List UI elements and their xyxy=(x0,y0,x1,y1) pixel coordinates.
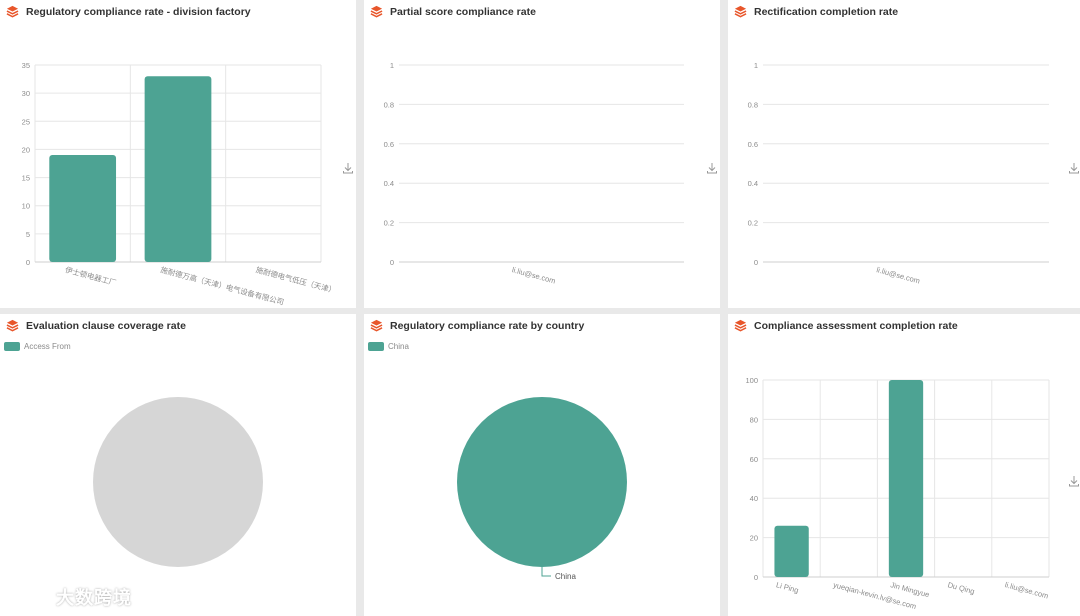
pie-chart: China xyxy=(457,397,627,581)
y-tick-label: 0.2 xyxy=(384,219,394,228)
y-tick-label: 40 xyxy=(750,494,758,503)
panel-title: Regulatory compliance rate - division fa… xyxy=(26,5,251,18)
y-tick-label: 80 xyxy=(750,415,758,424)
chart-legend[interactable]: China xyxy=(368,342,409,351)
y-tick-label: 100 xyxy=(745,376,758,385)
x-tick-label: 伊士顿电器工厂 xyxy=(64,264,118,287)
chart-panel-clause-coverage: Evaluation clause coverage rate Access F… xyxy=(0,314,356,616)
panel-title: Regulatory compliance rate by country xyxy=(390,319,585,332)
download-icon[interactable] xyxy=(706,162,718,174)
legend-label: Access From xyxy=(24,342,71,351)
x-tick-label: li.liu@se.com xyxy=(875,265,921,285)
x-tick-label: li.liu@se.com xyxy=(511,265,557,285)
panel-title: Partial score compliance rate xyxy=(390,5,536,18)
y-tick-label: 0.6 xyxy=(384,140,394,149)
pie-slice-china[interactable] xyxy=(457,397,627,567)
watermark: 大数跨境 xyxy=(6,584,132,610)
download-icon[interactable] xyxy=(1068,475,1080,487)
bar-chart: 0 0.2 0.4 0.6 0.8 1 li.liu@se.com xyxy=(384,61,684,286)
y-tick-label: 5 xyxy=(26,230,30,239)
y-tick-label: 0.2 xyxy=(748,219,758,228)
pie-empty-placeholder xyxy=(93,397,263,567)
stack-logo-icon xyxy=(734,319,747,332)
pie-slice-label: China xyxy=(555,572,576,581)
bar[interactable] xyxy=(888,380,924,577)
y-tick-label: 1 xyxy=(390,61,394,70)
y-tick-label: 0 xyxy=(26,258,30,267)
y-tick-label: 0.8 xyxy=(384,100,394,109)
legend-swatch xyxy=(368,342,384,351)
watermark-text: 大数跨境 xyxy=(56,588,132,608)
y-tick-label: 30 xyxy=(22,89,30,98)
x-tick-label: Li Ping xyxy=(775,580,799,595)
y-tick-label: 15 xyxy=(22,174,30,183)
stack-logo-icon xyxy=(734,5,747,18)
panel-title: Evaluation clause coverage rate xyxy=(26,319,186,332)
y-tick-label: 0.8 xyxy=(748,100,758,109)
y-tick-label: 20 xyxy=(750,534,758,543)
stack-logo-icon xyxy=(370,319,383,332)
y-tick-label: 20 xyxy=(22,145,30,154)
stack-logo-icon xyxy=(6,5,19,18)
bar-chart: 0 0.2 0.4 0.6 0.8 1 li.liu@se.com xyxy=(748,61,1049,286)
x-tick-label: 施耐德电气低压（天津） xyxy=(255,264,337,295)
panel-title: Compliance assessment completion rate xyxy=(754,319,958,332)
y-tick-label: 0 xyxy=(754,258,758,267)
x-tick-label: Du Qing xyxy=(947,580,976,596)
bar[interactable] xyxy=(144,76,212,262)
x-tick-label: li.liu@se.com xyxy=(1004,580,1050,600)
chart-panel-partial-score: Partial score compliance rate 0 0.2 0.4 0.6… xyxy=(364,0,720,308)
bar[interactable] xyxy=(774,525,809,577)
chart-panel-division-factory: Regulatory compliance rate - division fa… xyxy=(0,0,356,308)
pie-chart xyxy=(93,397,263,567)
chart-panel-rectification: Rectification completion rate 0 0.2 0.4 0.6… xyxy=(728,0,1080,308)
y-tick-label: 0 xyxy=(754,573,758,582)
y-tick-label: 0.6 xyxy=(748,140,758,149)
chart-panel-assessment-completion: Compliance assessment completion rate 0 2… xyxy=(728,314,1080,616)
bar[interactable] xyxy=(49,155,117,262)
y-tick-label: 0.4 xyxy=(384,179,394,188)
y-tick-label: 60 xyxy=(750,455,758,464)
y-tick-label: 0.4 xyxy=(748,179,758,188)
panel-title: Rectification completion rate xyxy=(754,5,899,18)
watermark-logo-icon xyxy=(7,588,48,606)
y-tick-label: 10 xyxy=(22,202,30,211)
download-icon[interactable] xyxy=(342,162,354,174)
legend-label: China xyxy=(388,342,409,351)
stack-logo-icon xyxy=(6,319,19,332)
chart-legend[interactable]: Access From xyxy=(4,342,71,351)
download-icon[interactable] xyxy=(1068,162,1080,174)
y-tick-label: 0 xyxy=(390,258,394,267)
y-tick-label: 1 xyxy=(754,61,758,70)
y-tick-label: 25 xyxy=(22,117,30,126)
y-tick-label: 35 xyxy=(22,61,30,70)
pie-label-line xyxy=(541,567,551,577)
stack-logo-icon xyxy=(370,5,383,18)
chart-panel-by-country: Regulatory compliance rate by country Ch… xyxy=(364,314,720,616)
legend-swatch xyxy=(4,342,20,351)
